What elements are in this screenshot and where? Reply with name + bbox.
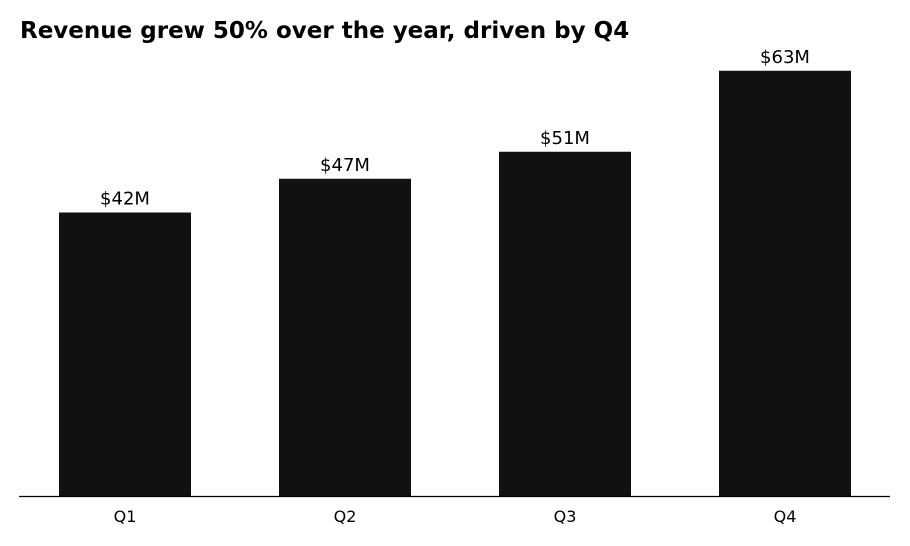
x-tick-label-q4: Q4 (774, 507, 797, 526)
x-tick-labels-layer: Q1 Q2 Q3 Q4 (114, 507, 797, 526)
bars-layer (59, 70, 851, 496)
data-label-q2: $47M (320, 155, 370, 176)
bar-q2 (279, 178, 411, 496)
x-tick-label-q3: Q3 (554, 507, 577, 526)
data-label-q4: $63M (760, 47, 810, 68)
bar-q1 (59, 212, 191, 496)
chart-title: Revenue grew 50% over the year, driven b… (20, 18, 630, 44)
data-labels-layer: $42M $47M $51M $63M (100, 47, 810, 210)
data-label-q3: $51M (540, 128, 590, 149)
bar-q3 (499, 151, 631, 496)
bar-q4 (719, 70, 851, 496)
x-tick-label-q2: Q2 (334, 507, 357, 526)
data-label-q1: $42M (100, 189, 150, 210)
x-tick-label-q1: Q1 (114, 507, 137, 526)
